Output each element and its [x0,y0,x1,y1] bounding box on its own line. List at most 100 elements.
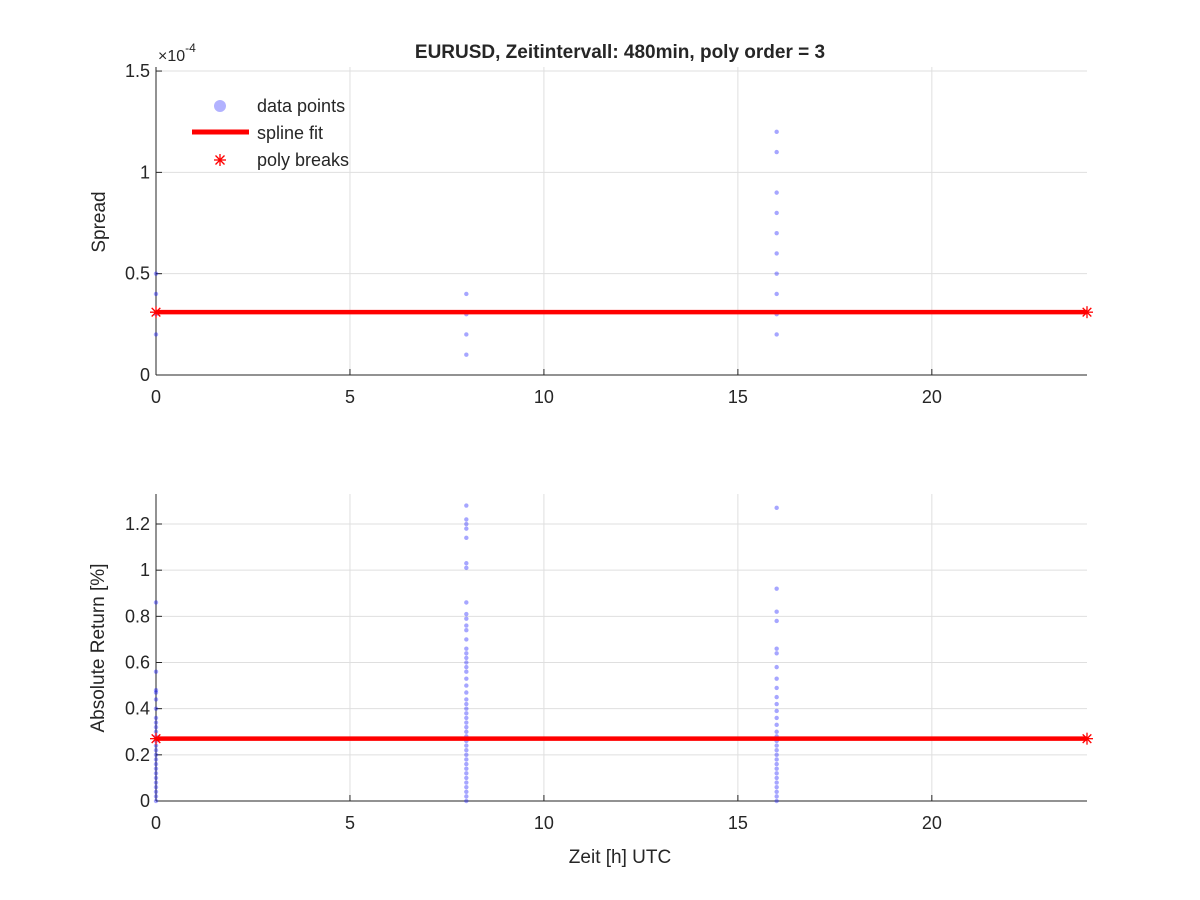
data-point [153,775,159,781]
data-point [464,521,469,527]
data-point [464,535,469,541]
data-point [153,766,159,771]
data-point [153,780,159,785]
poly-break-marker [150,306,162,319]
data-point [153,789,159,794]
data-point [464,611,469,617]
data-point [464,291,469,297]
data-point [153,771,159,776]
data-point [464,660,469,665]
data-point [464,798,469,804]
data-point [464,761,469,767]
data-point [464,332,469,337]
data-point [774,780,779,785]
poly-break-marker [1081,732,1093,745]
data-point [153,720,159,725]
data-point [774,618,779,624]
data-point [153,798,159,804]
data-point [464,711,469,716]
legend-dot-marker [214,100,226,112]
data-point [774,646,779,651]
data-point [774,230,779,236]
bottom-plot-area: 0 5 10 15 20 0 0.2 0.4 0.6 0.8 1 1.2 [125,494,1093,833]
data-point [153,600,159,605]
poly-break-marker [1081,306,1093,319]
data-point [774,694,779,700]
data-point [464,503,469,508]
chart-title: EURUSD, Zeitintervall: 480min, poly orde… [415,42,825,63]
y-tick-label: 1 [140,560,150,580]
data-point [464,616,469,621]
y-tick-label: 0 [140,791,150,811]
legend: data points spline fit poly breaks [192,96,349,170]
data-point [464,627,469,633]
data-point [464,784,469,790]
top-exponent-label: ×10-4 [158,41,196,65]
poly-break-marker [150,732,162,745]
data-point [774,715,779,721]
data-point [464,526,469,531]
data-point [464,715,469,721]
x-tick-label: 0 [151,813,161,833]
data-point [464,517,469,522]
data-point [153,669,159,674]
data-point [153,688,159,693]
data-point [774,685,779,691]
asterisk-stroke [1082,307,1092,317]
data-point [774,789,779,794]
x-tick-label: 20 [922,387,942,407]
x-tick-label: 10 [534,387,554,407]
data-point [774,676,779,681]
data-point [774,332,779,337]
y-tick-label: 1.2 [125,514,150,534]
x-tick-label: 0 [151,387,161,407]
data-point [464,748,469,753]
data-point [153,757,159,762]
data-point [153,729,159,734]
data-point [153,715,159,721]
y-tick-label: 0.4 [125,699,150,719]
data-point [464,600,469,605]
data-point [774,771,779,776]
data-point [774,651,779,656]
legend-label: data points [257,96,345,116]
data-point [153,332,159,337]
y-tick-label: 0.8 [125,606,150,626]
y-tick-label: 1.5 [125,61,150,81]
data-point [774,664,779,670]
data-point [464,561,469,566]
data-point [774,701,779,707]
y-tick-label: 0.6 [125,653,150,673]
data-point [153,724,159,730]
x-tick-label: 5 [345,813,355,833]
bottom-ylabel: Absolute Return [%] [88,564,109,733]
legend-entry-spline-fit: spline fit [192,123,323,143]
data-point [774,757,779,762]
data-point [464,720,469,725]
data-point [464,757,469,762]
y-tick-label: 0 [140,365,150,385]
data-point [464,775,469,781]
asterisk-stroke [151,307,161,317]
data-point [153,761,159,767]
data-point [774,708,779,714]
data-point [774,761,779,767]
data-point [774,752,779,758]
data-point [774,775,779,781]
data-point [774,743,779,748]
data-point [464,780,469,785]
data-point [153,794,159,799]
data-point [464,697,469,702]
data-point [774,291,779,297]
y-tick-label: 0.5 [125,264,150,284]
x-tick-label: 15 [728,387,748,407]
data-point [153,748,159,753]
data-point [464,752,469,758]
data-point [464,794,469,799]
asterisk-stroke [151,733,161,744]
data-point [464,771,469,776]
data-point [464,676,469,681]
data-point [464,690,469,695]
bottom-xlabel: Zeit [h] UTC [569,847,671,868]
